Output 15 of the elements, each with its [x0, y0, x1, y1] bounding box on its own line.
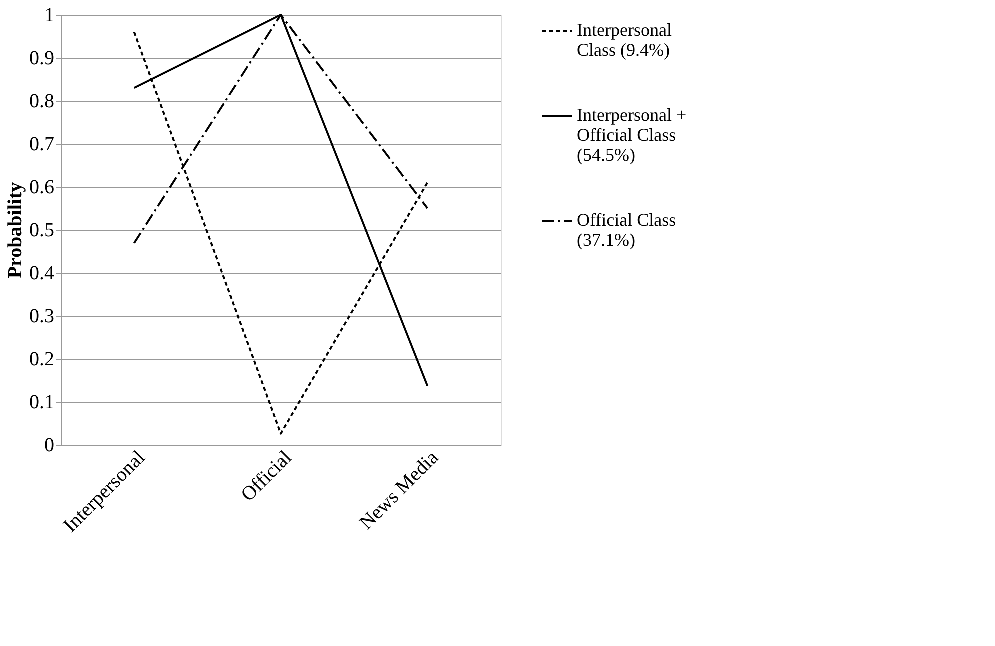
- y-tick-label: 0.3: [30, 306, 54, 328]
- y-tick-label: 0.7: [30, 134, 54, 156]
- y-tick-label: 0.9: [30, 48, 54, 70]
- y-tick-label: 0.8: [30, 90, 54, 112]
- y-tick-label: 0.1: [30, 392, 54, 414]
- y-tick-label: 0: [44, 434, 54, 456]
- y-tick-label: 1: [44, 4, 54, 26]
- legend-label: Interpersonal + Official Class (54.5%): [577, 105, 687, 165]
- y-tick-label: 0.4: [30, 262, 54, 284]
- y-tick-label: 0.6: [30, 176, 54, 198]
- legend-label: Interpersonal Class (9.4%): [577, 20, 672, 60]
- y-axis-title: Probability: [4, 182, 26, 279]
- legend-label: Official Class (37.1%): [577, 210, 676, 250]
- y-tick-label: 0.5: [30, 220, 54, 242]
- y-tick-label: 0.2: [30, 348, 54, 370]
